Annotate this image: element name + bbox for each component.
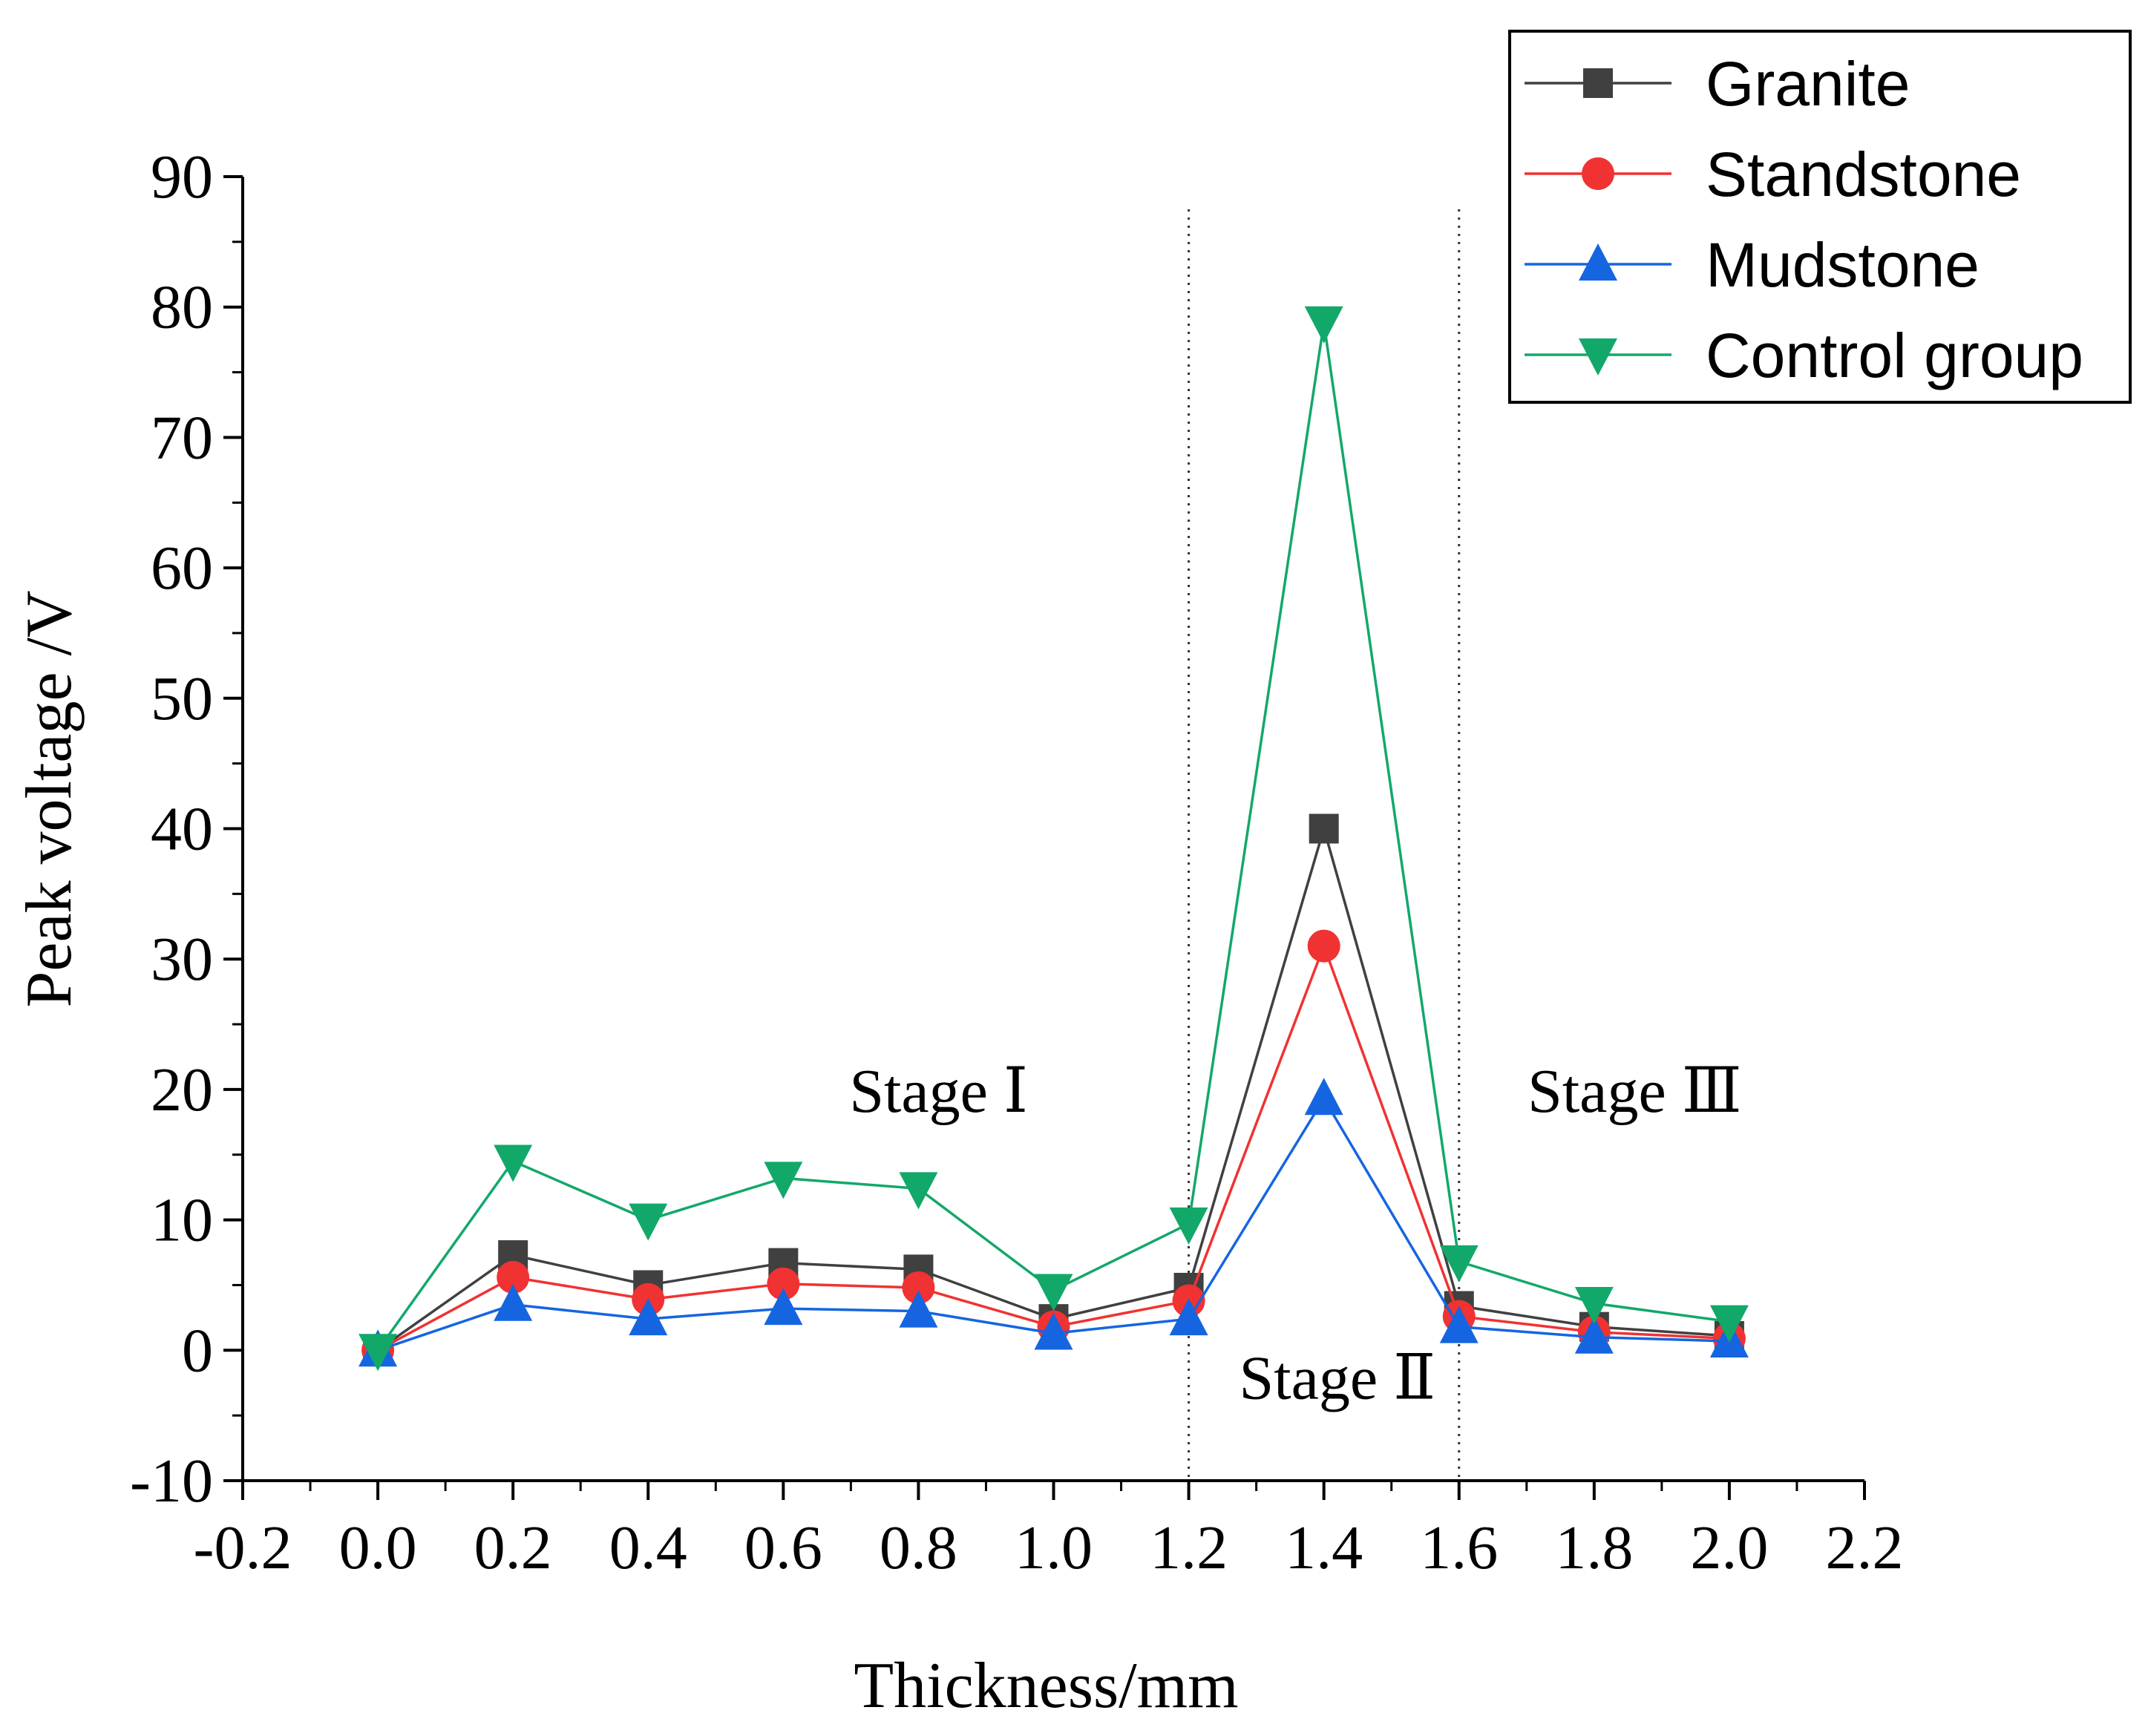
x-tick-label: 1.4 (1285, 1513, 1363, 1582)
x-tick-label: 1.2 (1150, 1513, 1228, 1582)
legend-label: Control group (1706, 321, 2083, 390)
data-point (1169, 1298, 1208, 1336)
x-tick-label: 0.6 (744, 1513, 822, 1582)
data-point (899, 1290, 938, 1328)
data-point (494, 1283, 533, 1321)
stage-label: Stage Ⅱ (1240, 1343, 1436, 1412)
x-tick-label: 2.0 (1690, 1513, 1768, 1582)
y-tick-label: 80 (151, 273, 213, 342)
x-tick-label: 2.2 (1826, 1513, 1904, 1582)
x-tick-label: 1.0 (1015, 1513, 1093, 1582)
data-point (1307, 929, 1340, 963)
data-point (1304, 306, 1343, 344)
series-mudstone (358, 1078, 1749, 1367)
y-tick-label: 30 (151, 925, 213, 994)
data-point (1169, 1207, 1208, 1245)
data-point (1034, 1312, 1073, 1350)
legend-item: Granite (1525, 49, 1910, 119)
data-point (902, 1271, 935, 1304)
data-point (899, 1172, 938, 1210)
x-tick-label: -0.2 (194, 1513, 292, 1582)
legend-item: Mudstone (1525, 230, 1980, 300)
x-tick-label: 0.2 (474, 1513, 552, 1582)
data-point (767, 1267, 800, 1300)
x-tick-label: 1.6 (1420, 1513, 1498, 1582)
data-point (629, 1203, 668, 1241)
x-axis-title: Thickness/mm (854, 1650, 1238, 1722)
x-tick-label: 0.8 (880, 1513, 957, 1582)
legend-marker (1583, 68, 1613, 98)
stage-divider-lines (1188, 209, 1461, 1481)
legend-label: Mudstone (1706, 230, 1980, 300)
stage-label: Stage Ⅰ (849, 1057, 1028, 1126)
legend-label: Granite (1706, 49, 1910, 119)
data-point (494, 1144, 533, 1182)
y-tick-label: 50 (151, 664, 213, 733)
y-tick-label: 40 (151, 795, 213, 864)
data-point (1439, 1245, 1479, 1283)
x-tick-label: 0.4 (609, 1513, 687, 1582)
data-point (1574, 1316, 1614, 1354)
y-tick-label: 0 (182, 1316, 213, 1385)
stage-label: Stage Ⅲ (1527, 1057, 1742, 1126)
legend-item: Standstone (1525, 140, 2021, 209)
data-point (1439, 1306, 1479, 1343)
legend-marker (1582, 157, 1614, 190)
series-layer (358, 306, 1749, 1372)
y-tick-label: 70 (151, 403, 213, 472)
x-tick-label: 0.0 (339, 1513, 417, 1582)
y-tick-label: 60 (151, 534, 213, 603)
data-point (1574, 1287, 1614, 1325)
data-point (358, 1334, 398, 1372)
data-point (764, 1162, 803, 1199)
y-tick-label: 10 (151, 1186, 213, 1255)
x-tick-label: 1.8 (1555, 1513, 1633, 1582)
data-point (629, 1298, 668, 1336)
data-point (1309, 813, 1339, 844)
y-tick-label: 20 (151, 1055, 213, 1124)
data-point (1709, 1305, 1749, 1343)
series-line (376, 322, 1730, 1352)
series-line (377, 824, 1730, 1352)
data-point (1034, 1274, 1073, 1311)
data-point (1304, 1078, 1343, 1116)
legend-marker (1579, 338, 1617, 376)
legend: Granite Standstone Mudstone Control group (1508, 30, 2132, 404)
stage-annotations: Stage Ⅰ Stage Ⅱ Stage Ⅲ (849, 1057, 1741, 1413)
y-tick-label: -10 (130, 1447, 213, 1516)
y-axis-title: Peak voltage /V (13, 590, 85, 1007)
legend-item: Control group (1525, 321, 2083, 390)
data-point (764, 1288, 803, 1326)
series-control-group (358, 306, 1749, 1372)
y-tick-label: 90 (151, 143, 213, 212)
legend-marker (1579, 243, 1617, 281)
axes: -0.2 0.0 0.2 0.4 0.6 0.8 1.0 1.2 1.4 1.6 1.8 2.0 2.2… (13, 143, 1904, 1722)
data-point (497, 1260, 530, 1294)
legend-label: Standstone (1706, 140, 2021, 209)
